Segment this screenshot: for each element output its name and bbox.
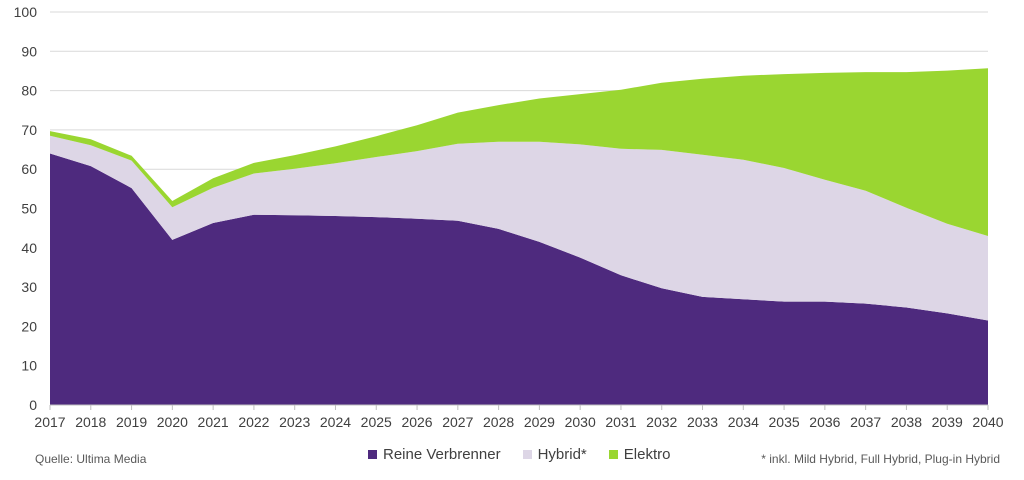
y-tick-label: 10 xyxy=(21,358,37,374)
legend-swatch xyxy=(368,450,377,459)
x-tick-label: 2035 xyxy=(769,414,800,430)
y-tick-label: 20 xyxy=(21,318,37,334)
legend-swatch xyxy=(609,450,618,459)
x-tick-label: 2040 xyxy=(972,414,1003,430)
stacked-areas xyxy=(50,68,988,405)
y-tick-label: 0 xyxy=(29,397,37,413)
x-tick-label: 2020 xyxy=(157,414,188,430)
x-tick-label: 2037 xyxy=(850,414,881,430)
x-tick-label: 2021 xyxy=(198,414,229,430)
legend-label: Reine Verbrenner xyxy=(383,446,501,463)
legend-label: Elektro xyxy=(624,446,671,463)
x-tick-label: 2031 xyxy=(605,414,636,430)
x-tick-label: 2025 xyxy=(361,414,392,430)
x-tick-label: 2022 xyxy=(238,414,269,430)
footnote: * inkl. Mild Hybrid, Full Hybrid, Plug-i… xyxy=(761,452,1000,466)
x-tick-label: 2032 xyxy=(646,414,677,430)
y-tick-label: 40 xyxy=(21,240,37,256)
x-tick-label: 2019 xyxy=(116,414,147,430)
x-tick-label: 2036 xyxy=(809,414,840,430)
x-tick-label: 2023 xyxy=(279,414,310,430)
y-tick-label: 30 xyxy=(21,279,37,295)
x-tick-label: 2028 xyxy=(483,414,514,430)
x-tick-label: 2034 xyxy=(728,414,759,430)
y-tick-label: 80 xyxy=(21,83,37,99)
x-tick-label: 2030 xyxy=(565,414,596,430)
legend-item: Reine Verbrenner xyxy=(368,446,501,463)
source-note: Quelle: Ultima Media xyxy=(35,452,146,466)
x-tick-label: 2038 xyxy=(891,414,922,430)
legend-label: Hybrid* xyxy=(538,446,587,463)
x-tick-label: 2024 xyxy=(320,414,351,430)
x-tick-label: 2017 xyxy=(34,414,65,430)
x-tick-label: 2027 xyxy=(442,414,473,430)
y-tick-label: 90 xyxy=(21,43,37,59)
legend: Reine Verbrenner Hybrid* Elektro xyxy=(368,446,692,463)
y-tick-label: 60 xyxy=(21,161,37,177)
legend-item: Elektro xyxy=(609,446,671,463)
x-axis xyxy=(50,405,988,410)
x-tick-label: 2026 xyxy=(401,414,432,430)
y-tick-label: 50 xyxy=(21,201,37,217)
x-tick-label: 2039 xyxy=(932,414,963,430)
x-tick-label: 2033 xyxy=(687,414,718,430)
y-axis-tick-labels: 0 10 20 30 40 50 60 70 80 90 100 xyxy=(14,4,38,413)
y-tick-label: 100 xyxy=(14,4,38,20)
x-axis-tick-labels: 2017 2018 2019 2020 2021 2022 2023 2024 2025 2026… xyxy=(34,414,1003,430)
legend-swatch xyxy=(523,450,532,459)
x-tick-label: 2029 xyxy=(524,414,555,430)
legend-item: Hybrid* xyxy=(523,446,587,463)
y-tick-label: 70 xyxy=(21,122,37,138)
x-tick-label: 2018 xyxy=(75,414,106,430)
